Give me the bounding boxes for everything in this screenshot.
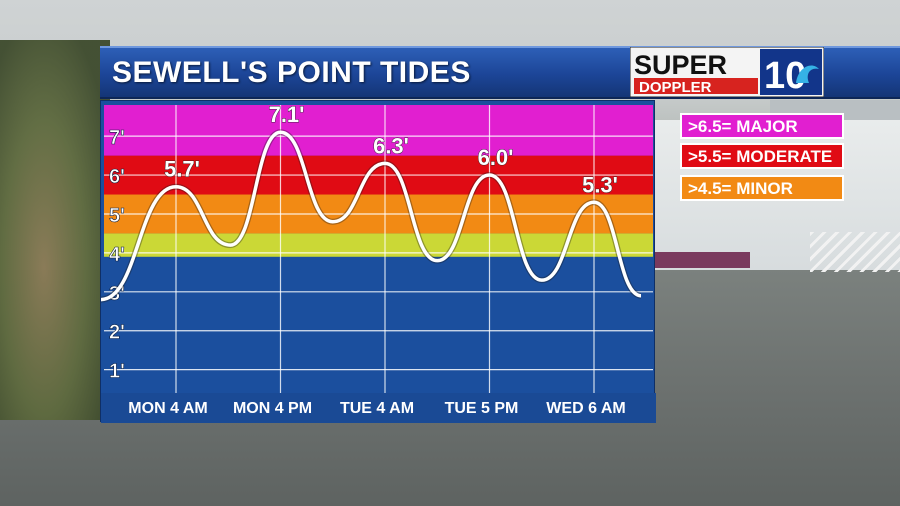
tide-chart: 1'2'3'4'5'6'7'MON 4 AM MON 4 PM TUE 4 AM TU… bbox=[101, 102, 656, 423]
y-tick-label: 1' bbox=[109, 361, 125, 383]
high-tide-label: 6.0' bbox=[478, 145, 514, 170]
high-tide-label: 6.3' bbox=[373, 133, 409, 158]
tide-chart-panel: 1' 2' 3' 4' 5' 6' 7' MON 4 AM MON 4 PM TUE 4 AM TU… bbox=[100, 100, 656, 423]
stair-railing bbox=[810, 232, 900, 272]
x-tick-label: WED 6 AM bbox=[546, 400, 625, 417]
high-tide-label: 5.3' bbox=[582, 172, 618, 197]
legend-major: >6.5= MAJOR bbox=[680, 113, 844, 139]
y-tick-label: 4' bbox=[109, 244, 125, 266]
band-major bbox=[104, 105, 653, 156]
band-normal bbox=[104, 256, 653, 393]
shrubbery bbox=[0, 40, 110, 420]
high-tide-label: 5.7' bbox=[164, 157, 200, 182]
logo-super: SUPER bbox=[634, 50, 727, 80]
logo-doppler: DOPPLER bbox=[639, 79, 712, 96]
x-tick-label: TUE 4 AM bbox=[340, 400, 414, 417]
high-tide-label: 7.1' bbox=[269, 102, 305, 127]
wave-icon bbox=[796, 65, 819, 83]
x-tick-label: MON 4 PM bbox=[233, 400, 312, 417]
y-tick-label: 5' bbox=[109, 205, 125, 227]
fence bbox=[655, 252, 750, 268]
legend-minor: >4.5= MINOR bbox=[680, 175, 844, 201]
x-tick-label: MON 4 AM bbox=[128, 400, 207, 417]
x-axis-strip bbox=[101, 393, 656, 423]
legend-moderate: >5.5= MODERATE bbox=[680, 143, 844, 169]
tide-curve bbox=[101, 130, 642, 302]
super-doppler-10-logo: SUPER DOPPLER 10 bbox=[630, 47, 824, 97]
y-tick-label: 6' bbox=[109, 166, 125, 188]
y-tick-label: 2' bbox=[109, 322, 125, 344]
chart-title: SEWELL'S POINT TIDES bbox=[112, 56, 471, 89]
y-tick-label: 7' bbox=[109, 127, 125, 149]
x-tick-label: TUE 5 PM bbox=[445, 400, 519, 417]
